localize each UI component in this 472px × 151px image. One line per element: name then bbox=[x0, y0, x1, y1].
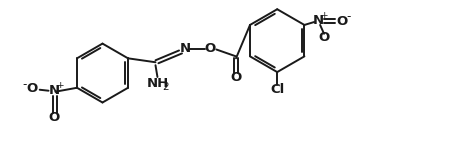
Text: O: O bbox=[230, 71, 242, 84]
Text: +: + bbox=[57, 81, 64, 90]
Text: N: N bbox=[49, 84, 60, 97]
Text: NH: NH bbox=[146, 77, 169, 90]
Text: O: O bbox=[26, 82, 37, 95]
Text: Cl: Cl bbox=[270, 83, 284, 96]
Text: O: O bbox=[319, 31, 329, 44]
Text: N: N bbox=[179, 42, 191, 55]
Text: N: N bbox=[312, 14, 324, 27]
Text: O: O bbox=[49, 111, 60, 124]
Text: O: O bbox=[205, 42, 216, 55]
Text: O: O bbox=[336, 14, 347, 27]
Text: +: + bbox=[320, 11, 328, 20]
Text: 2: 2 bbox=[162, 82, 169, 92]
Text: -: - bbox=[23, 78, 27, 91]
Text: -: - bbox=[346, 10, 351, 23]
